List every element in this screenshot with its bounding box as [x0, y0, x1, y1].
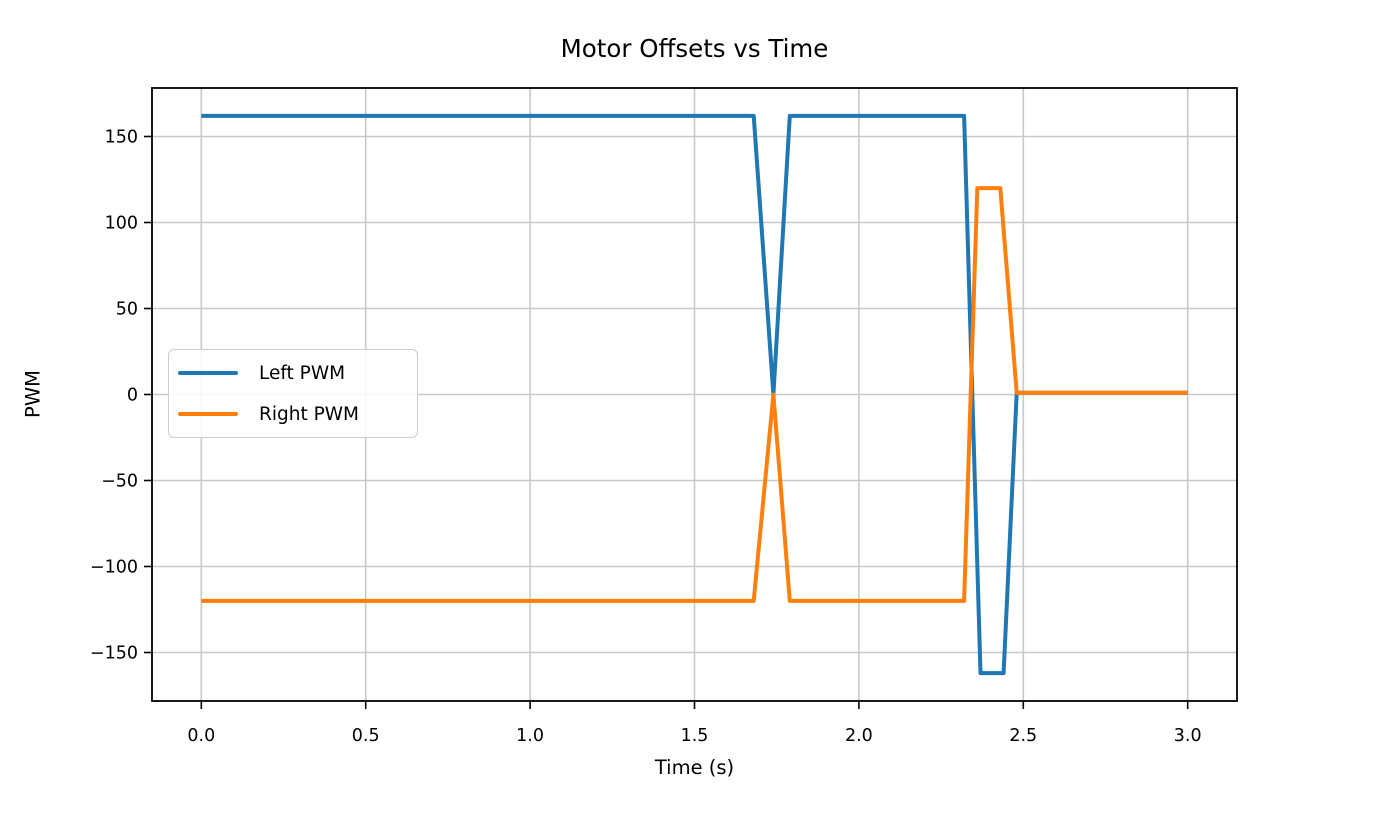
legend-line-swatch-orange	[178, 412, 238, 416]
y-tick-label: −50	[101, 471, 138, 491]
y-tick-label: 0	[127, 386, 138, 406]
x-tick-label: 3.0	[1174, 726, 1202, 746]
legend-label: Left PWM	[259, 362, 346, 384]
y-axis-label: PWM	[21, 370, 45, 418]
y-tick-label: 150	[105, 128, 138, 148]
y-tick-label: 100	[105, 214, 138, 234]
x-axis-label: Time (s)	[654, 756, 735, 779]
x-tick-label: 1.0	[516, 726, 544, 746]
x-tick-label: 0.5	[352, 726, 380, 746]
x-tick-label: 2.5	[1009, 726, 1037, 746]
legend-line-swatch-blue	[178, 371, 238, 375]
legend: Left PWM Right PWM	[168, 349, 418, 438]
x-tick-label: 1.5	[681, 726, 709, 746]
legend-entry-right-pwm: Right PWM	[169, 394, 417, 435]
legend-entry-left-pwm: Left PWM	[169, 353, 417, 394]
y-tick-label: 50	[116, 300, 138, 320]
axes-spines	[151, 87, 1238, 702]
y-tick-label: −150	[90, 643, 138, 663]
y-tick-label: −100	[90, 557, 138, 577]
legend-label: Right PWM	[259, 403, 360, 425]
x-tick-label: 2.0	[845, 726, 873, 746]
x-tick-label: 0.0	[187, 726, 215, 746]
series-line-left-pwm	[201, 113, 1188, 676]
series-line-right-pwm	[201, 186, 1188, 603]
chart-title: Motor Offsets vs Time	[560, 34, 829, 63]
